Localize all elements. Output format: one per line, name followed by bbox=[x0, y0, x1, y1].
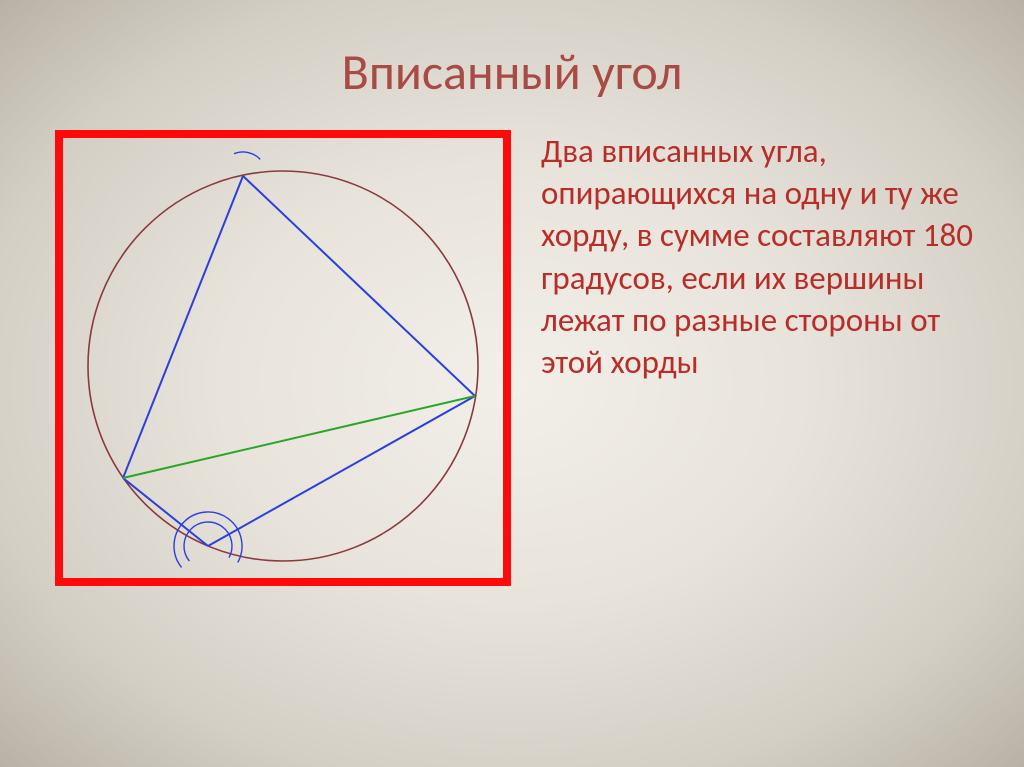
circle bbox=[88, 171, 478, 561]
edge bbox=[123, 176, 243, 478]
angle-arc bbox=[234, 152, 260, 159]
inscribed-angle-diagram bbox=[63, 138, 503, 578]
body-text: Два вписанных угла, опирающихся на одну … bbox=[541, 130, 975, 383]
chord bbox=[123, 396, 475, 478]
angle-arc bbox=[184, 522, 232, 561]
edges-group bbox=[123, 176, 475, 546]
edge bbox=[123, 478, 208, 546]
angle-marks-group bbox=[174, 152, 260, 567]
slide-title: Вписанный угол bbox=[0, 42, 1024, 103]
slide: Вписанный угол Два вписанных угла, опира… bbox=[0, 0, 1024, 767]
diagram-frame bbox=[55, 130, 511, 586]
content-row: Два вписанных угла, опирающихся на одну … bbox=[55, 130, 975, 586]
edge bbox=[208, 396, 475, 546]
edge bbox=[243, 176, 475, 396]
